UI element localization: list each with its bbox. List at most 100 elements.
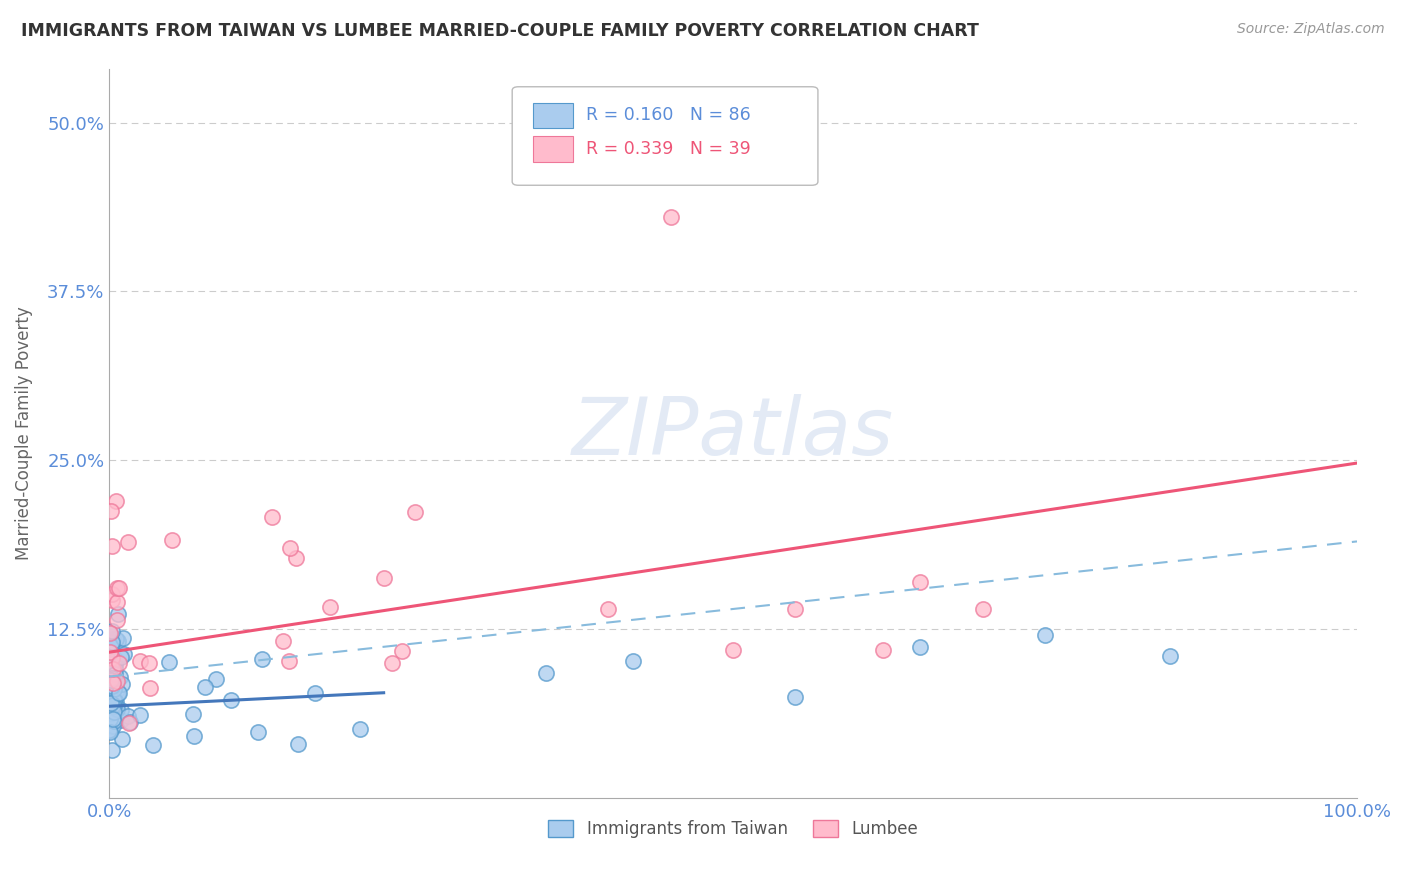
Point — [104, 695, 127, 709]
Point — [117, 535, 139, 549]
Point — [621, 654, 644, 668]
Point — [107, 607, 129, 621]
Point — [104, 632, 127, 647]
Point — [103, 714, 125, 729]
Point — [100, 690, 122, 704]
Point — [278, 541, 301, 556]
Point — [103, 705, 125, 719]
Point — [100, 743, 122, 757]
Point — [107, 634, 129, 648]
Point — [785, 690, 807, 705]
Point — [273, 633, 295, 648]
Point — [103, 654, 125, 668]
Point — [100, 696, 122, 710]
Point — [103, 669, 125, 683]
Point — [278, 654, 301, 668]
Text: Source: ZipAtlas.com: Source: ZipAtlas.com — [1237, 22, 1385, 37]
Point — [262, 509, 284, 524]
Point — [101, 593, 124, 607]
Point — [285, 551, 308, 566]
Point — [110, 650, 132, 665]
Point — [98, 626, 121, 640]
Point — [117, 709, 139, 723]
Point — [391, 643, 413, 657]
Point — [108, 670, 131, 684]
Point — [98, 712, 121, 726]
Point — [104, 678, 127, 692]
Point — [101, 651, 124, 665]
Point — [101, 587, 124, 601]
Point — [183, 729, 205, 743]
Point — [101, 665, 124, 679]
Point — [721, 642, 744, 657]
Point — [104, 693, 127, 707]
Point — [101, 672, 124, 686]
Point — [111, 731, 134, 746]
Point — [104, 661, 127, 675]
Point — [910, 574, 932, 589]
Point — [404, 505, 426, 519]
Text: IMMIGRANTS FROM TAIWAN VS LUMBEE MARRIED-COUPLE FAMILY POVERTY CORRELATION CHART: IMMIGRANTS FROM TAIWAN VS LUMBEE MARRIED… — [21, 22, 979, 40]
Point — [181, 706, 204, 721]
Point — [205, 672, 228, 686]
Point — [100, 666, 122, 681]
Point — [101, 539, 124, 553]
Point — [98, 724, 121, 739]
Point — [101, 624, 124, 638]
Point — [98, 645, 121, 659]
Point — [101, 679, 124, 693]
Point — [104, 658, 127, 673]
Point — [247, 724, 270, 739]
Point — [103, 693, 125, 707]
Point — [103, 698, 125, 712]
Text: R = 0.160   N = 86: R = 0.160 N = 86 — [586, 106, 751, 124]
Point — [162, 533, 184, 548]
Point — [110, 713, 132, 727]
Point — [104, 653, 127, 667]
Point — [101, 662, 124, 676]
Point — [659, 210, 682, 224]
Point — [219, 693, 242, 707]
Point — [129, 708, 152, 723]
Point — [104, 673, 127, 687]
FancyBboxPatch shape — [512, 87, 818, 186]
Point — [872, 642, 894, 657]
Point — [117, 716, 139, 731]
Point — [138, 656, 160, 670]
Point — [111, 632, 134, 646]
Point — [304, 685, 326, 699]
Point — [1033, 627, 1056, 641]
Point — [100, 639, 122, 653]
Point — [105, 581, 128, 595]
Point — [100, 657, 122, 671]
Point — [101, 690, 124, 704]
Point — [101, 675, 124, 690]
Point — [98, 625, 121, 640]
Point — [381, 657, 404, 671]
Point — [107, 685, 129, 699]
Point — [128, 654, 150, 668]
Point — [101, 718, 124, 732]
Point — [103, 664, 125, 678]
Point — [101, 660, 124, 674]
Point — [111, 677, 134, 691]
Point — [103, 698, 125, 713]
Point — [910, 640, 932, 655]
Point — [142, 738, 165, 752]
Point — [98, 723, 121, 737]
Point — [972, 602, 994, 616]
Point — [319, 599, 342, 614]
Point — [98, 690, 121, 705]
Point — [105, 702, 128, 716]
Point — [349, 722, 371, 736]
Point — [101, 671, 124, 685]
Point — [104, 698, 127, 713]
Point — [118, 715, 141, 730]
Point — [105, 674, 128, 689]
Text: R = 0.339   N = 39: R = 0.339 N = 39 — [586, 140, 751, 158]
Point — [785, 602, 807, 616]
Point — [104, 666, 127, 681]
Point — [104, 494, 127, 508]
Point — [373, 571, 395, 585]
Point — [100, 723, 122, 738]
